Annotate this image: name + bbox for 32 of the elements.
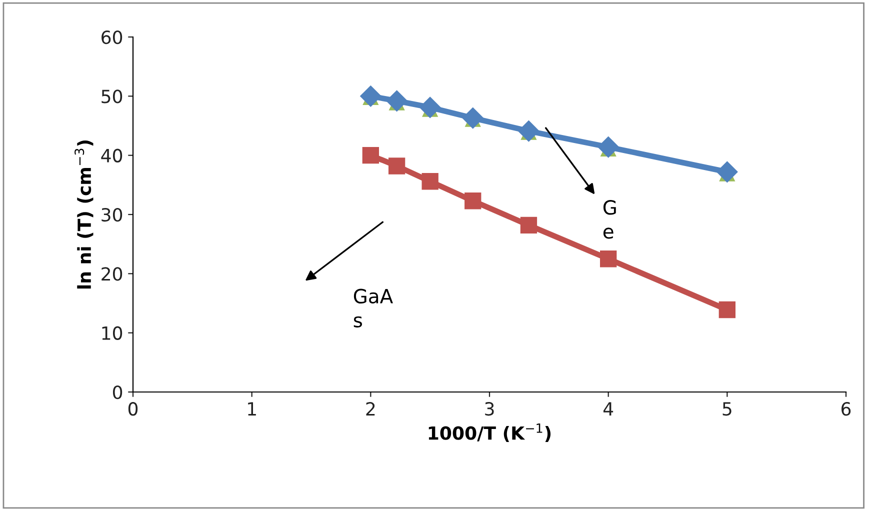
point xyxy=(360,86,382,107)
point xyxy=(462,108,484,129)
y-tick-label: 0 xyxy=(112,385,122,400)
annotation: GaA s xyxy=(354,288,393,328)
point xyxy=(716,161,738,182)
point xyxy=(362,147,379,164)
x-tick-label: 4 xyxy=(603,402,614,416)
point xyxy=(464,192,482,210)
x-tick-label: 2 xyxy=(366,402,375,416)
point xyxy=(718,301,736,318)
y-tick-label: 20 xyxy=(102,267,122,281)
annotation: G e xyxy=(603,200,616,239)
point xyxy=(598,136,619,158)
x-tick-label: 6 xyxy=(842,402,851,416)
x-tick-label: 1 xyxy=(248,402,256,416)
point xyxy=(518,120,540,142)
x-axis-title: 1000/T (K$^{−1}$) xyxy=(428,424,551,442)
x-tick-label: 0 xyxy=(128,402,138,416)
y-tick-label: 50 xyxy=(102,90,122,104)
point xyxy=(600,250,617,268)
point xyxy=(388,158,406,174)
y-axis-title: ln ni (T) (cm$^{−3}$) xyxy=(74,140,94,289)
point xyxy=(520,216,538,234)
point xyxy=(386,90,408,112)
y-tick-label: 10 xyxy=(102,326,122,340)
y-tick-label: 30 xyxy=(102,208,122,222)
point xyxy=(422,173,438,190)
y-tick-label: 60 xyxy=(102,30,122,44)
point xyxy=(420,96,441,118)
y-tick-label: 40 xyxy=(101,148,122,162)
x-tick-label: 3 xyxy=(485,402,494,416)
x-tick-label: 5 xyxy=(722,402,732,416)
